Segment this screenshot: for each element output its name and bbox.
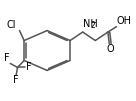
Text: F: F bbox=[26, 62, 32, 72]
Text: F: F bbox=[4, 53, 10, 63]
Text: 2: 2 bbox=[91, 21, 96, 30]
Text: Cl: Cl bbox=[7, 20, 16, 30]
Text: NH: NH bbox=[83, 19, 98, 29]
Text: OH: OH bbox=[117, 16, 132, 26]
Text: O: O bbox=[106, 44, 114, 54]
Text: F: F bbox=[13, 75, 19, 85]
